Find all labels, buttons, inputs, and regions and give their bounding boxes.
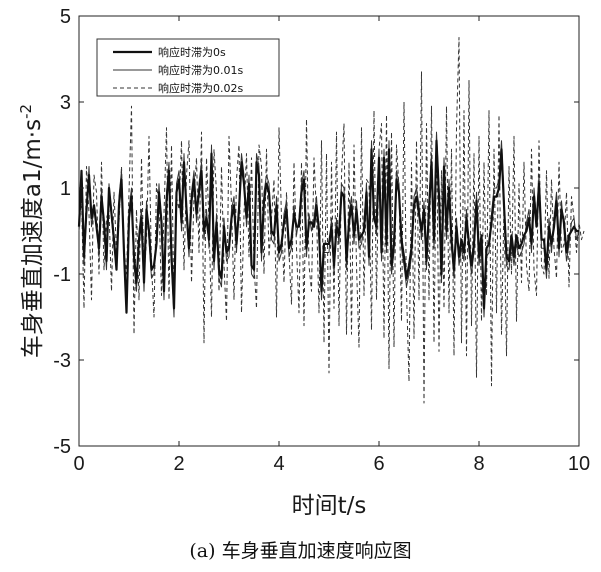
x-tick-label: 0: [73, 453, 84, 475]
y-tick-label: -1: [53, 264, 71, 286]
x-tick-label: 4: [273, 453, 284, 475]
legend: 响应时滞为0s 响应时滞为0.01s 响应时滞为0.02s: [97, 39, 279, 96]
x-axis-title: 时间t/s: [292, 493, 367, 519]
legend-label-1: 响应时滞为0.01s: [158, 63, 243, 77]
legend-label-2: 响应时滞为0.02s: [158, 81, 243, 95]
y-tick-label: -3: [53, 350, 71, 372]
x-tick-label: 8: [473, 453, 484, 475]
x-tick-label: 10: [568, 453, 590, 475]
y-axis-title: 车身垂直加速度a1/m·s-2: [17, 104, 46, 358]
y-tick-label: 1: [60, 178, 71, 200]
chart: 0 2 4 6 8 10 -5 -3 -1 1 3 5 响应时滞为0s 响应时滞为0.01s 响应时滞…: [0, 0, 601, 530]
y-tick-label: 5: [60, 6, 71, 28]
y-tick-label: -5: [53, 436, 71, 458]
legend-label-0: 响应时滞为0s: [158, 45, 226, 59]
y-axis-title-sup: -2: [17, 104, 35, 119]
figure-caption: (a) 车身垂直加速度响应图: [0, 536, 601, 563]
x-tick-label: 6: [373, 453, 384, 475]
x-tick-label: 2: [173, 453, 184, 475]
y-tick-label: 3: [60, 92, 71, 114]
y-axis-title-main: 车身垂直加速度a1/m·s: [20, 119, 46, 358]
